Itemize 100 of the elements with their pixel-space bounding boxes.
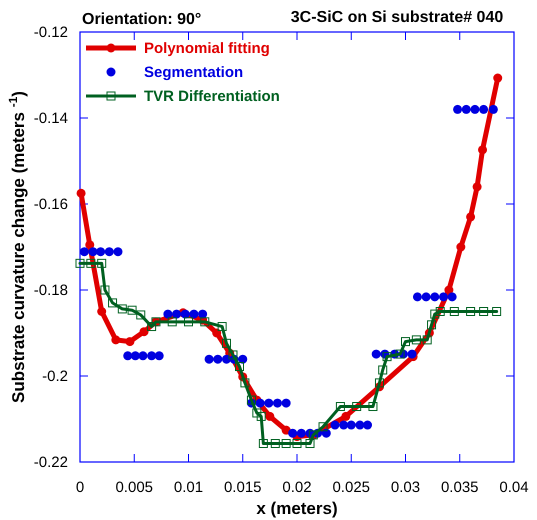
point [408, 350, 417, 359]
point [472, 182, 482, 192]
point [466, 307, 476, 316]
x-tick-label: 0.04 [499, 479, 529, 496]
point [450, 307, 459, 316]
point [96, 247, 106, 256]
point [256, 412, 266, 421]
x-tick-label: 0.025 [332, 479, 370, 496]
chart-title: 3C-SiC on Si substrate# 040 [290, 9, 504, 26]
point [198, 310, 208, 319]
point [492, 307, 502, 316]
point [100, 286, 110, 294]
point [123, 351, 132, 360]
point [352, 402, 362, 412]
point [246, 396, 256, 405]
point [218, 322, 227, 332]
legend-label: TVR Differentiation [144, 88, 280, 105]
point [85, 240, 94, 250]
point [128, 306, 137, 315]
point [436, 307, 445, 316]
point [422, 335, 432, 344]
point [382, 352, 392, 362]
point [113, 247, 122, 256]
point [478, 145, 488, 154]
point [76, 188, 86, 198]
x-tick-label: 0.02 [282, 479, 312, 496]
x-tick-label: 0.01 [174, 479, 204, 496]
point [401, 337, 410, 346]
point [272, 398, 282, 408]
point [189, 310, 198, 319]
point [412, 292, 422, 302]
point [318, 422, 328, 432]
point [282, 398, 291, 408]
text: Orientation: 90° [82, 11, 202, 28]
point [427, 320, 436, 330]
point [339, 420, 348, 430]
point [453, 104, 462, 114]
point [147, 351, 156, 360]
point [108, 298, 118, 308]
x-tick-label: 0 [76, 479, 84, 496]
point [125, 337, 134, 346]
point [97, 258, 106, 268]
point [130, 351, 140, 360]
point [228, 350, 238, 360]
point [168, 317, 177, 326]
point [368, 402, 378, 412]
point [222, 338, 231, 348]
point [76, 258, 84, 268]
point [363, 420, 372, 430]
point [448, 292, 457, 302]
legend-label: Segmentation [144, 64, 244, 81]
point [296, 428, 306, 438]
y-tick-label: -0.18 [34, 282, 68, 299]
point [88, 247, 98, 256]
point [86, 258, 96, 268]
point [479, 307, 488, 316]
point [234, 362, 244, 372]
x-tick-label: 0.005 [115, 479, 154, 496]
point [374, 378, 384, 388]
point [378, 365, 388, 374]
point [163, 310, 172, 319]
point [154, 351, 164, 360]
point [456, 242, 466, 252]
point [264, 398, 274, 408]
point [184, 317, 193, 326]
y-tick-label: -0.22 [34, 454, 68, 471]
point [479, 104, 488, 114]
x-tick-label: 0.015 [224, 479, 262, 496]
point [104, 247, 114, 256]
point [292, 439, 302, 448]
point [493, 74, 502, 83]
point [204, 354, 214, 364]
point [118, 304, 127, 314]
legend-label: Polynomial fitting [144, 40, 270, 57]
point [438, 292, 448, 302]
point [341, 412, 350, 421]
point [80, 247, 89, 256]
point [265, 412, 274, 421]
point [336, 402, 345, 412]
point [346, 420, 356, 430]
point [111, 335, 120, 344]
point [430, 310, 440, 319]
point [270, 439, 280, 448]
point [212, 328, 222, 338]
point [282, 439, 291, 448]
point [256, 398, 265, 408]
point [466, 212, 476, 222]
point [488, 104, 498, 114]
point [172, 310, 182, 319]
point [430, 292, 440, 302]
point [240, 378, 250, 388]
point [97, 307, 106, 316]
x-tick-label: 0.035 [440, 479, 479, 496]
y-tick-label: -0.14 [34, 110, 68, 127]
point [396, 350, 405, 359]
y-tick-label: -0.2 [42, 368, 68, 385]
point [147, 322, 156, 332]
x-tick-label: 0.03 [390, 479, 420, 496]
x-axis-title: x (meters) [256, 499, 338, 518]
point [306, 439, 315, 448]
